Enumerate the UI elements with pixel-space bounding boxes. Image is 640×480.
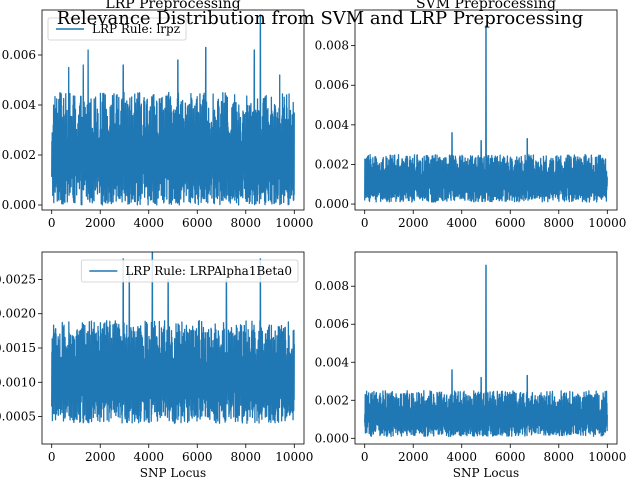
y-tick-label: 0.002 <box>315 157 349 171</box>
y-tick-label: 0.006 <box>315 78 349 92</box>
y-tick-label: 0.0015 <box>0 341 36 355</box>
panel-svm-top: 0 2000 4000 6000 8000 10000 0.000 0.002 0.004 0.0… <box>315 0 627 230</box>
x-tick-label: 8000 <box>544 216 575 230</box>
x-tick-label: 10000 <box>275 450 313 464</box>
panel-title: SVM Preprocessing <box>416 0 556 12</box>
y-tick-label: 0.004 <box>2 98 37 112</box>
legend: LRP Rule: LRPAlpha1Beta0 <box>80 259 299 283</box>
x-tick-label: 6000 <box>495 450 526 464</box>
series-line <box>51 14 295 206</box>
y-tick-label: 0.000 <box>2 198 36 212</box>
x-tick-label: 2000 <box>398 450 429 464</box>
x-tick-label: 2000 <box>85 216 116 230</box>
x-tick-label: 4000 <box>446 450 477 464</box>
axes-frame <box>41 9 305 211</box>
x-tick-label: 8000 <box>231 216 262 230</box>
y-tick-label: 0.006 <box>2 48 36 62</box>
x-tick-label: 0 <box>361 450 369 464</box>
x-tick-label: 0 <box>48 216 56 230</box>
y-tick-label: 0.002 <box>2 148 36 162</box>
x-tick-label: 2000 <box>85 450 116 464</box>
legend-box <box>47 17 187 41</box>
y-tick-label: 0.004 <box>315 118 350 132</box>
suptitle: Relevance Distribution from SVM and LRP … <box>57 8 584 29</box>
axes-frame <box>354 251 618 445</box>
panel-svm-bottom: 0 2000 4000 6000 8000 10000 0.000 0.002 0.004 0.0… <box>315 251 626 480</box>
legend-box <box>80 259 299 283</box>
x-tick-label: 6000 <box>182 450 213 464</box>
x-tick-label: 0 <box>361 216 369 230</box>
x-tick-label: 6000 <box>495 216 526 230</box>
y-tick-label: 0.004 <box>315 355 350 369</box>
x-tick-label: 2000 <box>398 216 429 230</box>
axes-frame <box>354 9 618 211</box>
y-tick-label: 0.0025 <box>0 272 36 286</box>
panels: 0 2000 4000 6000 8000 100000.0000.0020.0040.0… <box>0 0 626 480</box>
panel-lrp-alpha1beta0: 0 2000 4000 6000 8000 10000 0.0005 0.0010 0.0015… <box>0 251 313 480</box>
x-tick-label: 10000 <box>588 216 626 230</box>
panel-lrp-lrpz: 0 2000 4000 6000 8000 10000 0.000 0.002 0.004 0.0… <box>2 0 314 230</box>
x-axis-label: SNP Locus <box>453 466 519 480</box>
y-tick-label: 0.006 <box>315 317 349 331</box>
x-tick-label: 6000 <box>182 216 213 230</box>
x-tick-label: 0 <box>48 450 56 464</box>
x-tick-label: 4000 <box>133 450 164 464</box>
y-tick-label: 0.000 <box>315 431 349 445</box>
x-axis-label: SNP Locus <box>140 466 206 480</box>
series-line <box>51 252 295 424</box>
y-tick-label: 0.000 <box>315 197 349 211</box>
legend-label: LRP Rule: LRPAlpha1Beta0 <box>125 264 292 278</box>
x-tick-label: 4000 <box>133 216 164 230</box>
legend: LRP Rule: lrpz <box>47 17 187 41</box>
y-tick-label: 0.0005 <box>0 410 36 424</box>
series-line <box>364 264 608 438</box>
x-tick-label: 4000 <box>446 216 477 230</box>
y-tick-label: 0.008 <box>315 279 349 293</box>
y-tick-label: 0.0010 <box>0 375 36 389</box>
y-tick-label: 0.002 <box>315 393 349 407</box>
panel-title: LRP Preprocessing <box>105 0 240 12</box>
x-tick-label: 8000 <box>231 450 262 464</box>
x-tick-label: 10000 <box>275 216 313 230</box>
x-tick-label: 10000 <box>588 450 626 464</box>
x-tick-label: 8000 <box>544 450 575 464</box>
y-tick-label: 0.0020 <box>0 307 36 321</box>
legend-label: LRP Rule: lrpz <box>92 22 180 36</box>
y-tick-label: 0.008 <box>315 39 349 53</box>
series-line <box>364 25 608 203</box>
